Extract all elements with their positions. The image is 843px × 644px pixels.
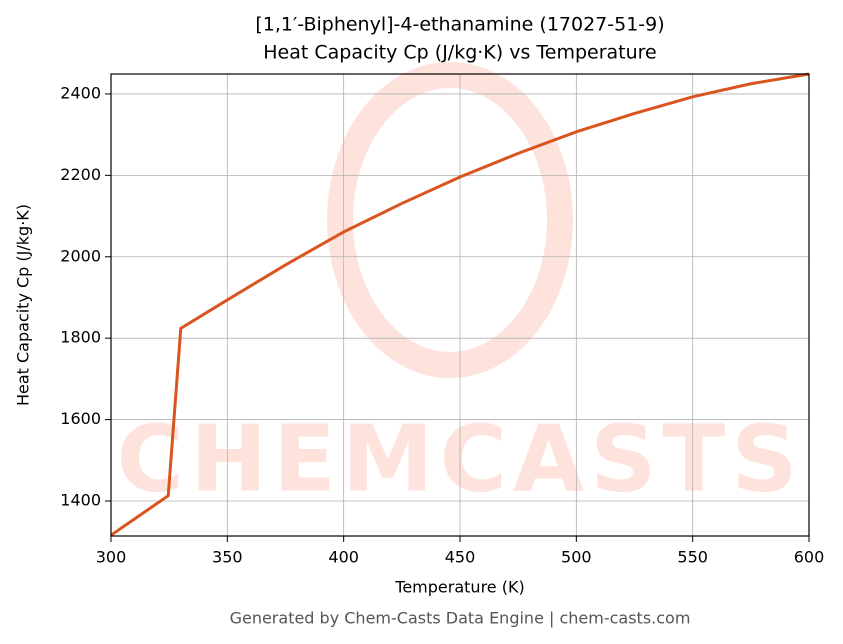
x-tick-label: 450 [445,548,476,567]
x-tick-label: 400 [328,548,359,567]
y-tick-label: 2400 [60,83,101,102]
y-tick-label: 1400 [60,490,101,509]
footer: Generated by Chem-Casts Data Engine | ch… [230,609,691,628]
y-tick-label: 1600 [60,409,101,428]
plot-frame [110,73,810,537]
y-tick-label: 2000 [60,246,101,265]
y-axis-label: Heat Capacity Cp (J/kg·K) [14,204,33,406]
x-tick-label: 600 [794,548,825,567]
chart-title: [1,1′-Biphenyl]-4-ethanamine (17027-51-9… [255,14,664,36]
y-tick-label: 2200 [60,165,101,184]
x-tick-label: 350 [212,548,243,567]
y-tick-label: 1800 [60,328,101,347]
line-series [110,72,810,537]
x-axis-label: Temperature (K) [394,578,524,597]
x-tick-label: 500 [561,548,592,567]
chart-subtitle: Heat Capacity Cp (J/kg·K) vs Temperature [263,42,657,64]
x-tick-label: 300 [96,548,127,567]
watermark: CHEMCASTS [117,405,804,512]
x-tick-label: 550 [677,548,708,567]
watermark-logo [327,62,573,378]
